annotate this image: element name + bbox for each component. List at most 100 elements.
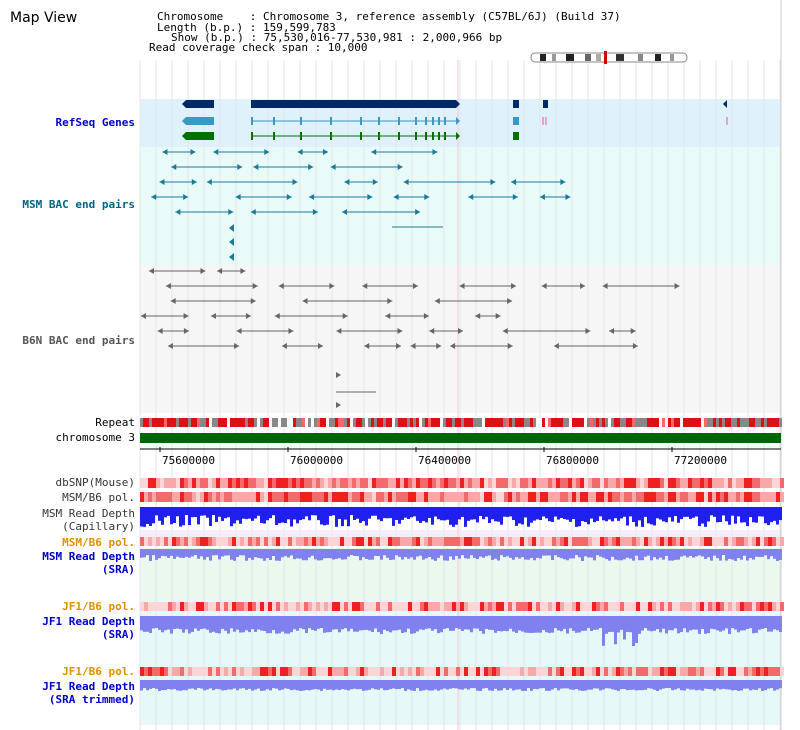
jf1-trim-depth [665, 680, 668, 689]
dbsnp-cell [496, 478, 500, 488]
dbsnp-cell [256, 478, 260, 488]
msm-sra-depth [269, 549, 272, 560]
jf1-pol-cell [724, 602, 728, 611]
exon [330, 132, 332, 140]
msm-pol-cell [188, 492, 192, 502]
msm-pol2-cell [372, 537, 376, 546]
jf1-pol2-cell [384, 667, 388, 676]
msm-sra-depth [374, 549, 377, 556]
refseq-genes-label[interactable]: RefSeq Genes [55, 116, 135, 129]
repeat-segment [206, 418, 209, 427]
jf1-pol-cell [704, 602, 708, 611]
dbsnp-cell [288, 478, 292, 488]
msm-pol2-cell [756, 537, 760, 546]
msm-pol2-cell [184, 537, 188, 546]
msm-pol2-cell [428, 537, 432, 546]
b6n-bac-label[interactable]: B6N BAC end pairs [22, 334, 135, 347]
ideogram-band [670, 54, 674, 61]
jf1-pol-cell [676, 602, 680, 611]
repeat-segment [353, 418, 356, 427]
msm-pol-label[interactable]: MSM/B6 pol. [62, 491, 135, 504]
jf1-pol-cell [308, 602, 312, 611]
jf1-trim-depth [383, 680, 386, 691]
msm-pol2-cell [608, 537, 612, 546]
msm-sra-depth [497, 549, 500, 561]
jf1-sra-depth [446, 616, 449, 629]
msm-cap-depth [392, 507, 395, 526]
msm-sra-depth [380, 549, 383, 560]
jf1-trim-depth [599, 680, 602, 691]
msm-capillary-label-1[interactable]: MSM Read Depth [42, 507, 135, 520]
msm-pol-cell [716, 492, 720, 502]
repeat-segment [749, 418, 752, 427]
jf1-trim-label-1[interactable]: JF1 Read Depth [42, 680, 135, 693]
msm-cap-depth [491, 507, 494, 520]
dbsnp-cell [696, 478, 700, 488]
jf1-pol-label[interactable]: JF1/B6 pol. [62, 600, 135, 613]
jf1-pol2-cell [444, 667, 448, 676]
msm-sra-depth [350, 549, 353, 556]
jf1-trim-depth [392, 680, 395, 689]
msm-cap-depth [233, 507, 236, 524]
msm-pol-cell [388, 492, 392, 502]
msm-sra-depth [368, 549, 371, 560]
msm-sra-depth [686, 549, 689, 558]
msm-pol2-cell [164, 537, 168, 546]
jf1-pol2-label[interactable]: JF1/B6 pol. [62, 665, 135, 678]
jf1-trim-depth [398, 680, 401, 690]
jf1-sra-depth [350, 616, 353, 629]
jf1-sra-depth [623, 616, 626, 640]
msm-bac-pair-end [393, 194, 399, 200]
msm-pol2-cell [420, 537, 424, 546]
jf1-pol2-cell [632, 667, 636, 676]
msm-pol2-cell [196, 537, 200, 546]
msm-pol2-cell [640, 537, 644, 546]
msm-cap-depth [425, 507, 428, 523]
msm-sra-depth [521, 549, 524, 558]
dbsnp-label[interactable]: dbSNP(Mouse) [55, 476, 135, 489]
jf1-sra-depth [737, 616, 740, 633]
jf1-sra-depth [515, 616, 518, 633]
msm-pol-cell [312, 492, 316, 502]
repeat-segment [317, 418, 320, 427]
jf1-pol-cell [632, 602, 636, 611]
jf1-trim-depth [731, 680, 734, 691]
msm-sra-depth [293, 549, 296, 560]
msm-cap-depth [437, 507, 440, 520]
msm-sra-depth [254, 549, 257, 558]
msm-pol2-label[interactable]: MSM/B6 pol. [62, 536, 135, 549]
jf1-trim-depth [404, 680, 407, 691]
msm-bac-pair-end [264, 149, 270, 155]
exon [444, 132, 446, 140]
msm-sra-depth [245, 549, 248, 561]
jf1-pol2-cell [552, 667, 556, 676]
msm-pol-cell [144, 492, 148, 502]
msm-bac-label[interactable]: MSM BAC end pairs [22, 198, 135, 211]
jf1-pol2-cell [544, 667, 548, 676]
jf1-sra-depth [152, 616, 155, 629]
msm-pol-cell [224, 492, 228, 502]
ideogram-band [638, 54, 643, 61]
msm-pol-cell [192, 492, 196, 502]
msm-cap-depth [740, 507, 743, 523]
msm-sra-label-1[interactable]: MSM Read Depth [42, 550, 135, 563]
jf1-pol2-cell [156, 667, 160, 676]
msm-pol-cell [724, 492, 728, 502]
repeat-segment [665, 418, 668, 427]
jf1-sra-depth [269, 616, 272, 634]
msm-pol-cell [700, 492, 704, 502]
msm-sra-depth [467, 549, 470, 559]
msm-pol-cell [528, 492, 532, 502]
jf1-sra-depth [704, 616, 707, 634]
jf1-pol-cell [228, 602, 232, 611]
repeat-segment [620, 418, 623, 427]
msm-sra-depth [410, 549, 413, 558]
repeat-segment [608, 418, 611, 427]
dbsnp-cell [504, 478, 508, 488]
msm-sra-depth [719, 549, 722, 561]
jf1-sra-label-1[interactable]: JF1 Read Depth [42, 615, 135, 628]
jf1-pol2-cell [248, 667, 252, 676]
jf1-trim-depth [341, 680, 344, 690]
jf1-pol-cell [336, 602, 340, 611]
